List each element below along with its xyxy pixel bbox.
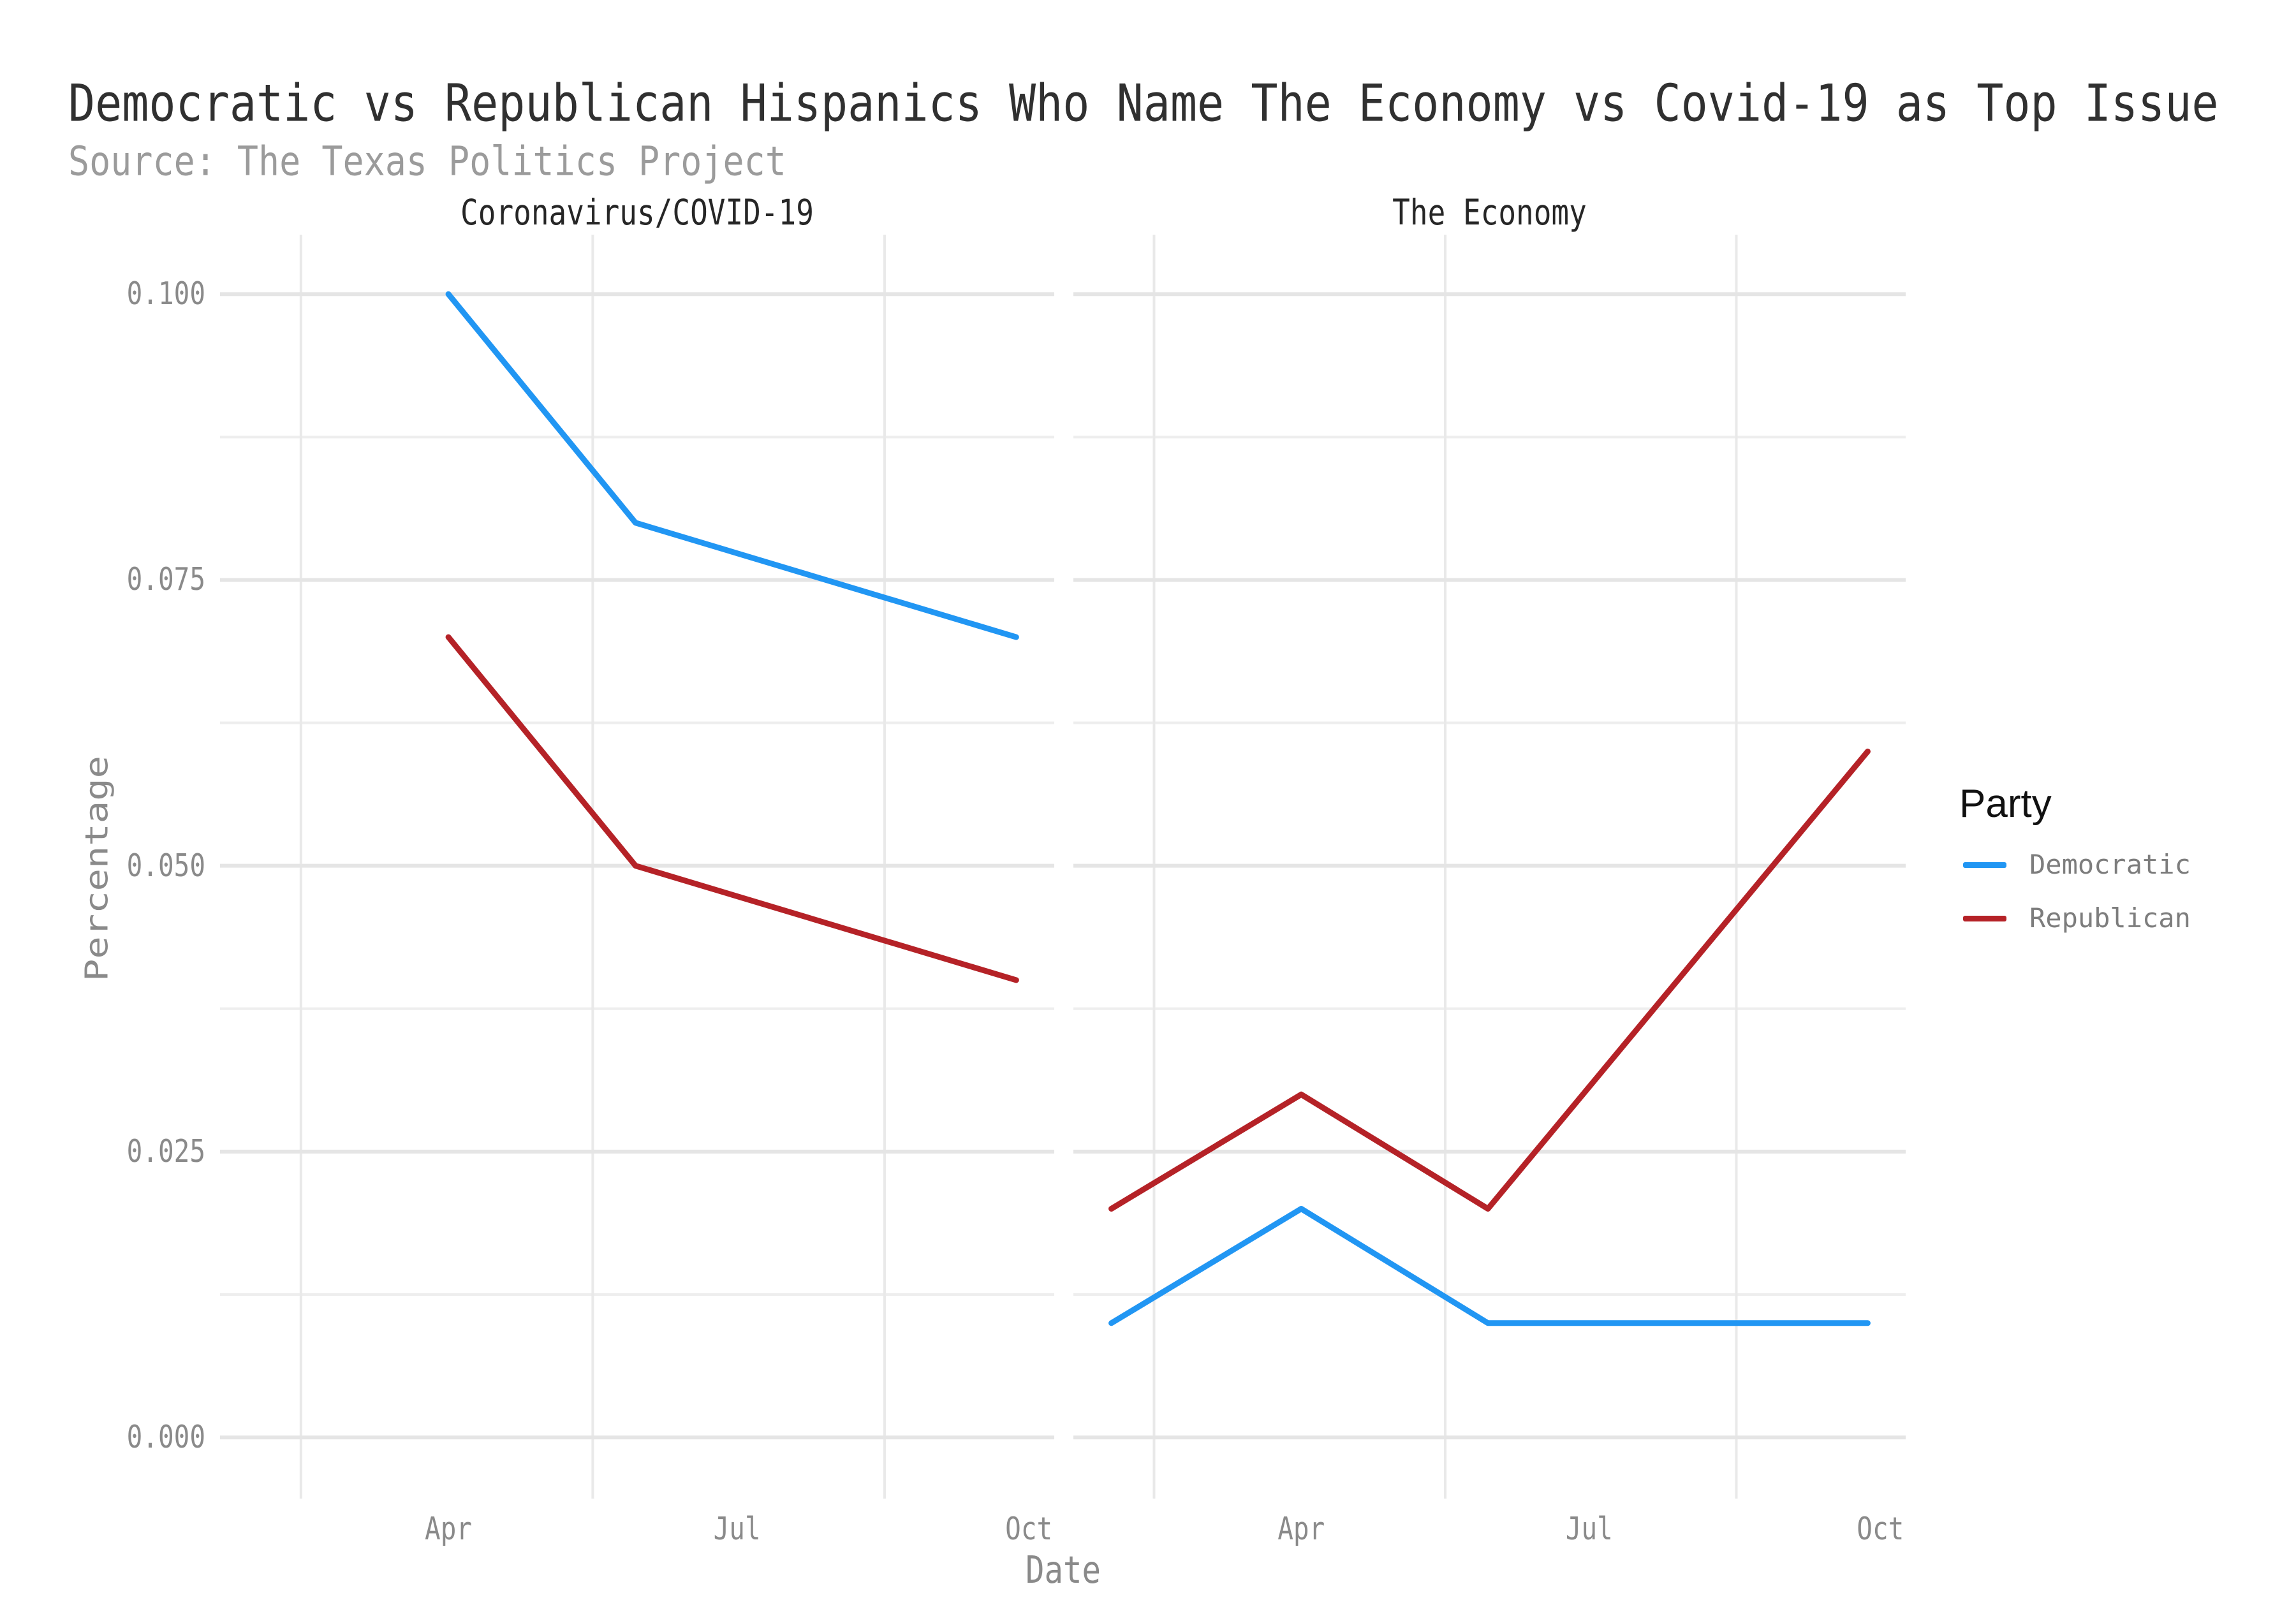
legend-items: Democratic Republican bbox=[1959, 838, 2191, 945]
series-line-democratic bbox=[445, 291, 1019, 640]
chart-title: Democratic vs Republican Hispanics Who N… bbox=[68, 73, 2219, 133]
y-tick-label: 0.025 bbox=[126, 1133, 205, 1170]
x-tick-label: Apr bbox=[1277, 1510, 1325, 1548]
y-tick-label: 0.000 bbox=[126, 1418, 205, 1456]
legend: Party Democratic Republican bbox=[1959, 784, 2191, 945]
legend-item-democratic: Democratic bbox=[1959, 838, 2191, 892]
facet-title-economy: The Economy bbox=[1392, 191, 1587, 233]
y-axis-title: Percentage bbox=[78, 755, 115, 982]
x-tick-label: Jul bbox=[713, 1510, 761, 1548]
series-line-republican bbox=[1108, 748, 1871, 1212]
x-tick-label: Apr bbox=[425, 1510, 473, 1548]
legend-label: Democratic bbox=[2029, 849, 2191, 880]
legend-item-republican: Republican bbox=[1959, 892, 2191, 945]
facet-title-coronavirus: Coronavirus/COVID-19 bbox=[460, 191, 814, 233]
series-line-democratic bbox=[1108, 1206, 1871, 1326]
series-line-republican bbox=[445, 634, 1019, 983]
legend-swatch-democratic bbox=[1963, 862, 2006, 868]
chart-subtitle: Source: The Texas Politics Project bbox=[68, 137, 786, 185]
legend-swatch-republican bbox=[1963, 915, 2006, 921]
x-tick-label: Oct bbox=[1005, 1510, 1053, 1548]
legend-title: Party bbox=[1959, 782, 2052, 826]
y-tick-label: 0.050 bbox=[126, 847, 205, 884]
y-tick-label: 0.100 bbox=[126, 275, 205, 312]
x-tick-label: Oct bbox=[1857, 1510, 1904, 1548]
legend-label: Republican bbox=[2029, 902, 2191, 934]
x-tick-label: Jul bbox=[1565, 1510, 1613, 1548]
y-tick-label: 0.075 bbox=[126, 561, 205, 598]
x-axis-title: Date bbox=[1025, 1548, 1101, 1592]
